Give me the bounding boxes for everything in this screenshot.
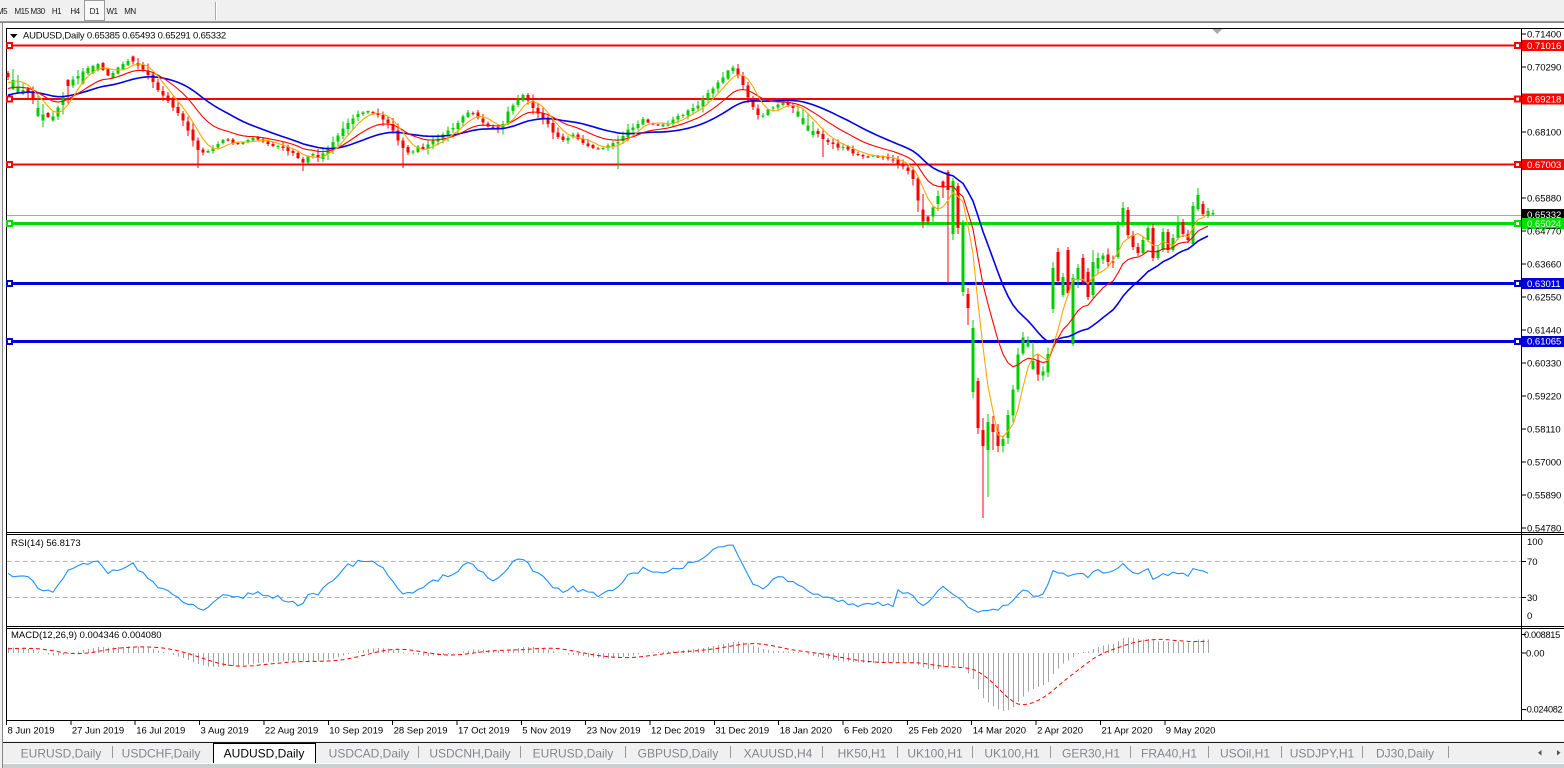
svg-text:RSI(14) 56.8173: RSI(14) 56.8173 [11, 538, 81, 549]
svg-text:AUDUSD,Daily: AUDUSD,Daily [224, 747, 305, 761]
svg-text:23 Nov 2019: 23 Nov 2019 [587, 725, 641, 736]
svg-text:12 Dec 2019: 12 Dec 2019 [651, 725, 705, 736]
svg-text:0: 0 [1527, 611, 1532, 622]
svg-text:31 Dec 2019: 31 Dec 2019 [715, 725, 769, 736]
svg-text:0.63660: 0.63660 [1527, 260, 1561, 271]
svg-text:70: 70 [1527, 557, 1538, 568]
svg-text:MN: MN [124, 7, 136, 16]
svg-text:USDCAD,Daily: USDCAD,Daily [329, 747, 410, 761]
svg-text:2 Apr 2020: 2 Apr 2020 [1037, 725, 1083, 736]
svg-text:XAUUSD,H4: XAUUSD,H4 [744, 747, 813, 761]
svg-text:GER30,H1: GER30,H1 [1062, 747, 1120, 761]
svg-text:30: 30 [1527, 593, 1538, 604]
svg-text:16 Jul 2019: 16 Jul 2019 [136, 725, 185, 736]
svg-text:0.71400: 0.71400 [1527, 29, 1561, 40]
svg-text:10 Sep 2019: 10 Sep 2019 [329, 725, 383, 736]
svg-text:HK50,H1: HK50,H1 [838, 747, 887, 761]
svg-text:22 Aug 2019: 22 Aug 2019 [265, 725, 318, 736]
svg-text:0.61440: 0.61440 [1527, 326, 1561, 337]
svg-text:0.00: 0.00 [1526, 649, 1545, 660]
svg-text:USDJPY,H1: USDJPY,H1 [1290, 747, 1355, 761]
svg-text:17 Oct 2019: 17 Oct 2019 [458, 725, 510, 736]
svg-text:FRA40,H1: FRA40,H1 [1141, 747, 1197, 761]
svg-text:3 Aug 2019: 3 Aug 2019 [201, 725, 249, 736]
svg-text:0.61065: 0.61065 [1527, 337, 1561, 348]
svg-text:25 Feb 2020: 25 Feb 2020 [908, 725, 961, 736]
svg-text:28 Sep 2019: 28 Sep 2019 [394, 725, 448, 736]
svg-text:27 Jun 2019: 27 Jun 2019 [72, 725, 124, 736]
svg-text:18 Jan 2020: 18 Jan 2020 [780, 725, 832, 736]
svg-text:14 Mar 2020: 14 Mar 2020 [973, 725, 1026, 736]
svg-text:0.54780: 0.54780 [1527, 524, 1561, 535]
svg-text:USOil,H1: USOil,H1 [1220, 747, 1270, 761]
svg-text:0.62550: 0.62550 [1527, 293, 1561, 304]
svg-text:M30: M30 [30, 7, 45, 16]
svg-text:USDCNH,Daily: USDCNH,Daily [429, 747, 510, 761]
svg-text:0.67003: 0.67003 [1527, 160, 1561, 171]
svg-text:0.65024: 0.65024 [1527, 219, 1561, 230]
svg-text:0.59220: 0.59220 [1527, 392, 1561, 403]
svg-text:0.63011: 0.63011 [1527, 279, 1561, 290]
svg-text:GBPUSD,Daily: GBPUSD,Daily [638, 747, 719, 761]
svg-text:21 Apr 2020: 21 Apr 2020 [1101, 725, 1152, 736]
svg-text:MACD(12,26,9) 0.004346 0.00408: MACD(12,26,9) 0.004346 0.004080 [11, 630, 162, 641]
svg-text:6 Feb 2020: 6 Feb 2020 [844, 725, 892, 736]
svg-text:0.70290: 0.70290 [1527, 62, 1561, 73]
svg-text:0.65332: 0.65332 [1527, 210, 1561, 221]
svg-text:M5: M5 [0, 7, 8, 16]
svg-text:AUDUSD,Daily 0.65385 0.65493: AUDUSD,Daily 0.65385 0.65493 0.65291 0.6… [23, 30, 226, 41]
svg-text:0.008815: 0.008815 [1524, 630, 1560, 640]
svg-text:0.60330: 0.60330 [1527, 359, 1561, 370]
svg-text:100: 100 [1527, 537, 1543, 548]
svg-text:0.58110: 0.58110 [1527, 425, 1561, 436]
svg-text:H4: H4 [70, 7, 80, 16]
svg-text:UK100,H1: UK100,H1 [907, 747, 963, 761]
svg-text:-0.024082: -0.024082 [1524, 705, 1562, 715]
svg-text:W1: W1 [107, 7, 119, 16]
svg-text:H1: H1 [52, 7, 62, 16]
svg-text:EURUSD,Daily: EURUSD,Daily [21, 747, 102, 761]
svg-text:9 May 2020: 9 May 2020 [1166, 725, 1216, 736]
svg-text:0.71016: 0.71016 [1527, 41, 1561, 52]
svg-text:M15: M15 [14, 7, 29, 16]
svg-text:0.69218: 0.69218 [1527, 94, 1561, 105]
svg-text:USDCHF,Daily: USDCHF,Daily [122, 747, 201, 761]
svg-text:8 Jun 2019: 8 Jun 2019 [8, 725, 55, 736]
svg-text:UK100,H1: UK100,H1 [984, 747, 1040, 761]
svg-text:0.65880: 0.65880 [1527, 194, 1561, 205]
svg-text:0.57000: 0.57000 [1527, 458, 1561, 469]
svg-text:D1: D1 [90, 7, 100, 16]
svg-text:0.68100: 0.68100 [1527, 128, 1561, 139]
svg-text:0.64770: 0.64770 [1527, 227, 1561, 238]
svg-text:0.55890: 0.55890 [1527, 491, 1561, 502]
svg-text:DJ30,Daily: DJ30,Daily [1376, 747, 1434, 761]
svg-text:5 Nov 2019: 5 Nov 2019 [522, 725, 571, 736]
svg-text:EURUSD,Daily: EURUSD,Daily [533, 747, 614, 761]
